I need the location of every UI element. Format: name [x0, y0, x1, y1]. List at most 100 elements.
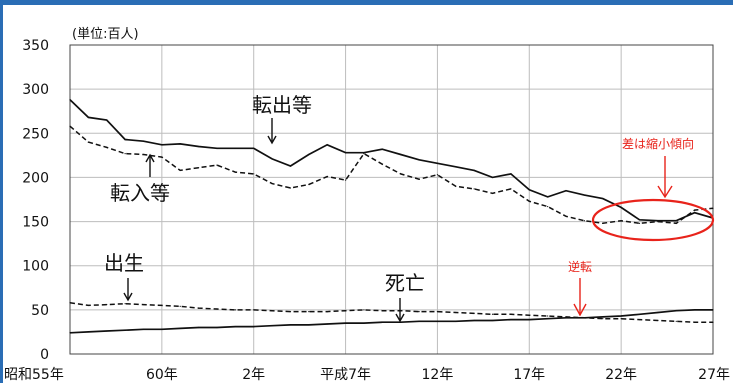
series-3-point [124, 303, 126, 305]
series-1-point [694, 212, 696, 214]
series-3-point [142, 303, 145, 306]
x-tick-label: 17年 [513, 367, 545, 383]
series-line-2 [69, 125, 714, 225]
series-1-point [289, 165, 292, 167]
y-tick-label: 150 [22, 215, 49, 231]
series-2-point [69, 125, 71, 127]
series-1-point [638, 219, 641, 221]
series-3-point [418, 311, 420, 313]
series-3-point [87, 304, 89, 307]
y-axis-ticks: 0 50 100 150 200 250 300 350 [22, 38, 49, 363]
unit-label: (単位:百人) [72, 26, 139, 42]
series-4-point [326, 323, 328, 325]
series-3-point [638, 318, 641, 321]
plot-area-border [69, 44, 714, 355]
series-4-point [142, 328, 145, 330]
series-2-point [455, 185, 457, 187]
series-1-point [528, 189, 530, 191]
top-border [0, 0, 733, 5]
series-4-point [234, 326, 236, 328]
series-2-point [583, 220, 586, 222]
series-1-point [234, 147, 236, 149]
series-3-point [602, 318, 604, 320]
series-2-point [289, 187, 292, 189]
series-3-point [712, 321, 714, 323]
series-2-point [271, 183, 273, 185]
series-1-point [455, 166, 457, 168]
series-4-point [694, 309, 696, 311]
inflow-arrow [145, 153, 155, 177]
series-group [69, 99, 714, 334]
series-2-point [179, 169, 181, 171]
series-4-point [620, 315, 622, 317]
series-1-point [547, 196, 549, 198]
series-2-point [602, 222, 604, 224]
series-1-point [87, 116, 89, 118]
series-4-point [675, 310, 677, 312]
death-label: 死亡 [385, 271, 425, 295]
outflow-arrow [267, 118, 277, 145]
series-2-point [547, 205, 549, 208]
series-4-point [216, 326, 218, 329]
x-axis-ticks: 昭和55年 60年 2年 平成7年 12年 17年 22年 27年 [4, 367, 730, 383]
series-2-point [308, 183, 310, 186]
series-1-point [565, 190, 567, 192]
series-2-point [565, 215, 567, 217]
series-2-point [510, 188, 512, 190]
series-4-point [69, 332, 71, 334]
series-2-point [694, 209, 696, 211]
series-2-point [198, 167, 200, 169]
series-3-point [620, 318, 622, 320]
series-1-point [271, 158, 273, 160]
series-1-point [69, 99, 71, 101]
series-2-point [161, 156, 163, 158]
series-4-point [638, 313, 641, 315]
series-4-point [455, 320, 457, 322]
series-1-point [308, 153, 310, 156]
series-2-point [381, 163, 383, 165]
inflow-label: 転入等 [110, 181, 170, 205]
series-4-point [87, 331, 89, 333]
series-4-point [381, 321, 383, 323]
series-4-point [602, 316, 604, 318]
series-2-point [712, 207, 714, 209]
series-2-point [363, 152, 365, 155]
series-2-point [620, 220, 622, 222]
series-2-point [326, 175, 328, 178]
series-1-point [124, 138, 126, 141]
series-1-point [510, 173, 512, 175]
series-3-point [308, 311, 310, 313]
series-line-3 [69, 302, 713, 323]
left-border [0, 0, 3, 383]
series-3-point [675, 320, 677, 322]
series-1-point [675, 220, 677, 222]
series-1-point [198, 145, 200, 148]
y-tick-label: 50 [31, 303, 49, 319]
y-tick-label: 200 [22, 170, 49, 186]
series-3-point [344, 310, 347, 312]
series-3-point [363, 309, 365, 311]
series-4-point [528, 318, 530, 321]
series-1-point [344, 152, 347, 154]
series-3-point [436, 311, 439, 313]
series-3-point [510, 313, 512, 315]
series-2-point [418, 178, 420, 180]
series-1-point [381, 148, 383, 150]
series-2-point [638, 222, 641, 224]
series-3-point [473, 312, 475, 314]
series-2-point [87, 141, 89, 143]
series-4-point [436, 320, 439, 322]
y-tick-label: 300 [22, 82, 49, 98]
series-1-point [161, 144, 163, 146]
y-tick-label: 350 [22, 38, 49, 54]
series-4-point [253, 326, 255, 328]
series-1-point [326, 144, 328, 146]
x-tick-label: 60年 [146, 367, 178, 383]
series-4-point [271, 325, 273, 327]
series-4-point [491, 319, 494, 322]
series-4-point [510, 318, 512, 321]
series-1-point [400, 153, 402, 156]
series-3-point [161, 304, 163, 307]
series-4-point [657, 311, 659, 314]
series-4-point [547, 318, 549, 320]
